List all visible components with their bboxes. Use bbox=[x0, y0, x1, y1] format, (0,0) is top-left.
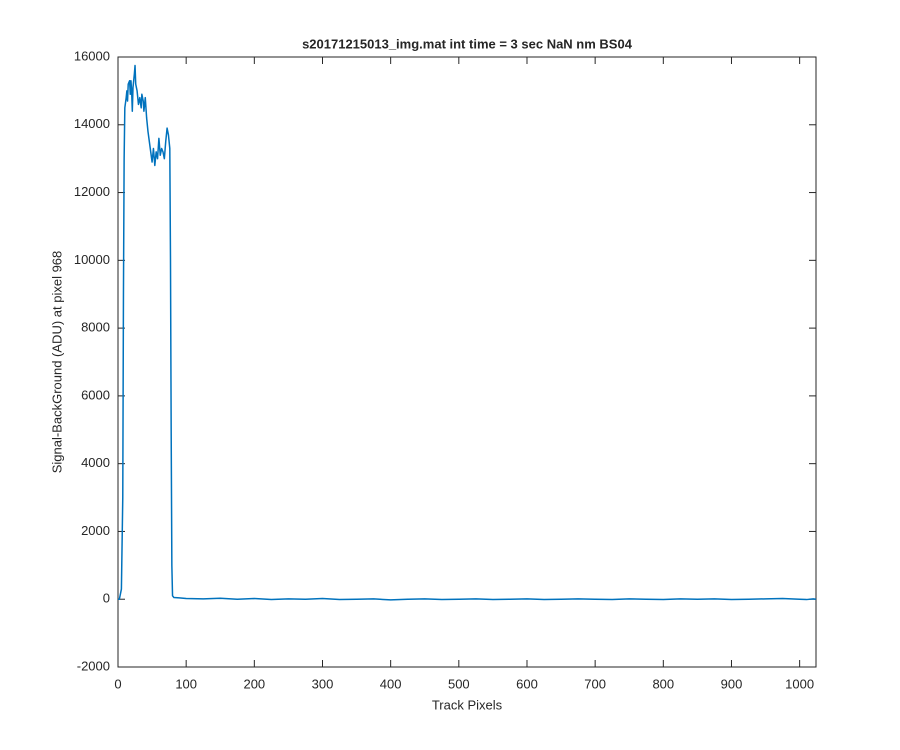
y-tick-label: 12000 bbox=[74, 184, 110, 199]
data-line bbox=[118, 64, 817, 601]
x-axis-label: Track Pixels bbox=[432, 697, 503, 712]
plot-box bbox=[117, 56, 817, 668]
y-tick-label: 16000 bbox=[74, 48, 110, 63]
x-tick-label: 800 bbox=[652, 676, 674, 691]
x-tick-label: 0 bbox=[114, 676, 121, 691]
x-tick-label: 200 bbox=[243, 676, 265, 691]
x-tick-label: 300 bbox=[312, 676, 334, 691]
y-tick-label: 14000 bbox=[74, 116, 110, 131]
x-tick-label: 1000 bbox=[785, 676, 814, 691]
y-tick-label: 2000 bbox=[81, 523, 110, 538]
x-tick-label: 600 bbox=[516, 676, 538, 691]
y-tick-label: 4000 bbox=[81, 455, 110, 470]
y-tick-label: 8000 bbox=[81, 320, 110, 335]
x-tick-label: 900 bbox=[721, 676, 743, 691]
y-tick-label: -2000 bbox=[77, 658, 110, 673]
y-axis-label: Signal-BackGround (ADU) at pixel 968 bbox=[49, 251, 64, 474]
x-tick-label: 500 bbox=[448, 676, 470, 691]
x-tick-label: 400 bbox=[380, 676, 402, 691]
y-tick-label: 10000 bbox=[74, 252, 110, 267]
y-tick-label: 0 bbox=[103, 591, 110, 606]
y-tick-label: 6000 bbox=[81, 387, 110, 402]
x-tick-label: 100 bbox=[175, 676, 197, 691]
chart-title: s20171215013_img.mat int time = 3 sec Na… bbox=[302, 36, 633, 51]
x-tick-label: 700 bbox=[584, 676, 606, 691]
